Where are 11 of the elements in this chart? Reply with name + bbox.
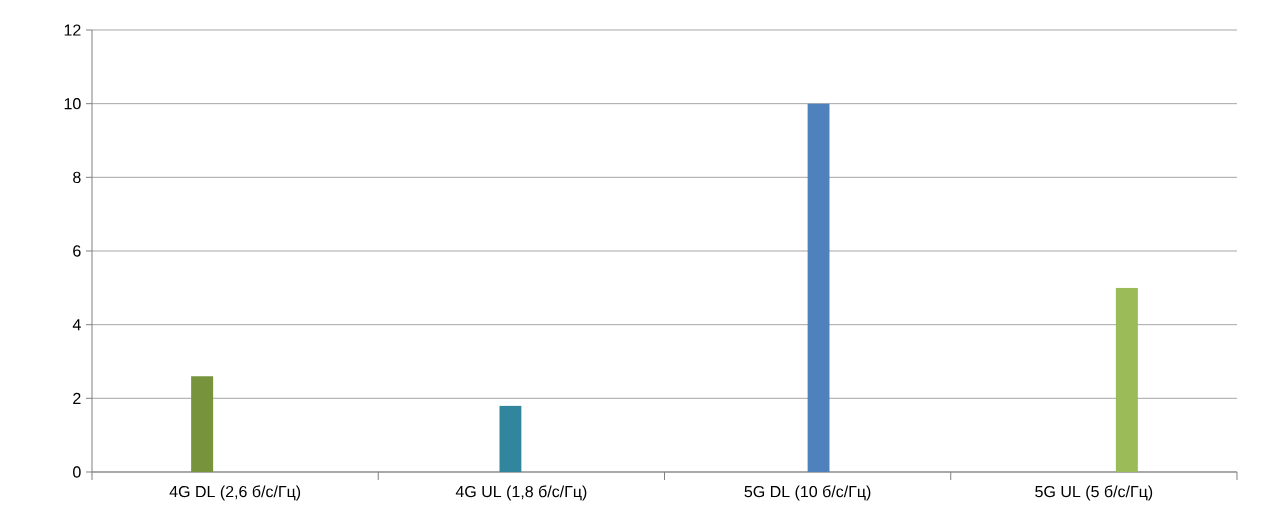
y-tick-label: 4	[72, 319, 81, 331]
y-tick-label: 6	[73, 245, 81, 257]
y-tick-label: 8	[73, 171, 81, 183]
y-tick-label: 0	[73, 466, 81, 478]
x-tick-label: 5G UL (5 б/с/Гц)	[1035, 485, 1153, 501]
x-tick-label: 4G DL (2,6 б/с/Гц)	[169, 485, 301, 501]
y-tick-label: 10	[64, 98, 81, 110]
x-tick-label: 5G DL (10 б/с/Гц)	[744, 485, 871, 501]
y-tick-label: 12	[64, 24, 81, 36]
x-tick-label: 4G UL (1,8 б/с/Гц)	[455, 485, 587, 501]
y-tick-label: 2	[73, 392, 81, 404]
